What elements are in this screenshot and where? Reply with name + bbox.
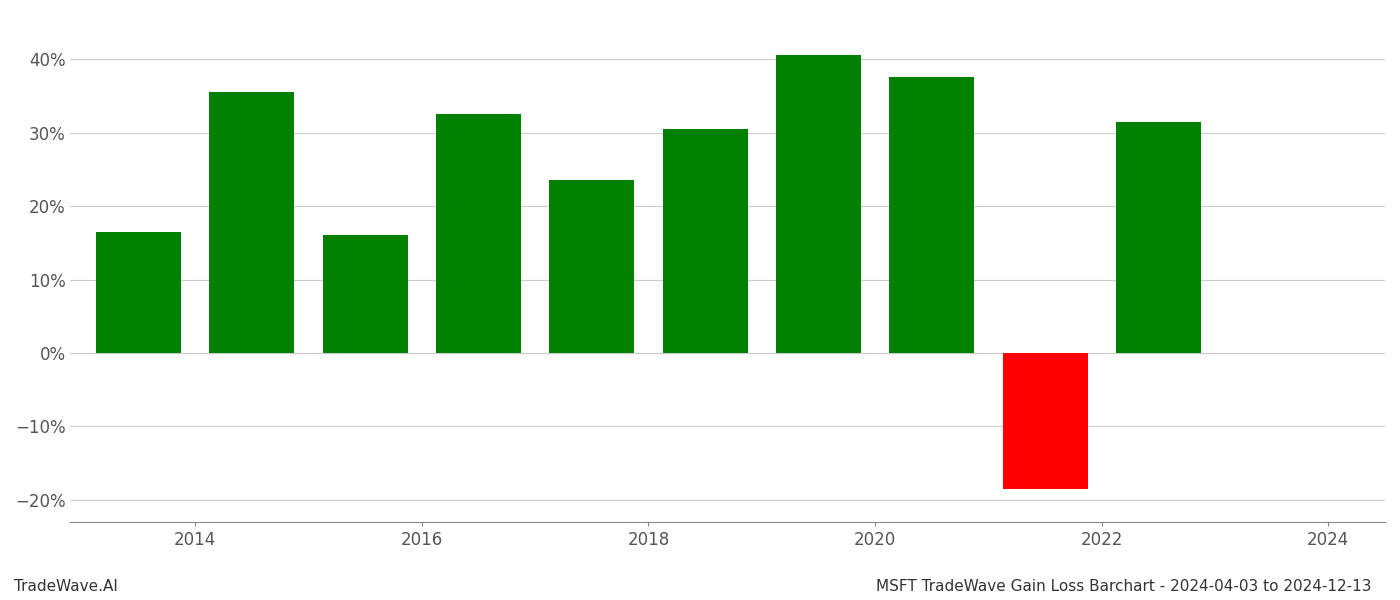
Text: TradeWave.AI: TradeWave.AI — [14, 579, 118, 594]
Bar — [1116, 122, 1201, 353]
Bar — [97, 232, 181, 353]
Text: MSFT TradeWave Gain Loss Barchart - 2024-04-03 to 2024-12-13: MSFT TradeWave Gain Loss Barchart - 2024… — [876, 579, 1372, 594]
Bar — [549, 181, 634, 353]
Bar — [1002, 353, 1088, 489]
Bar — [435, 114, 521, 353]
Bar — [889, 77, 974, 353]
Bar — [776, 55, 861, 353]
Bar — [322, 235, 407, 353]
Bar — [210, 92, 294, 353]
Bar — [662, 129, 748, 353]
